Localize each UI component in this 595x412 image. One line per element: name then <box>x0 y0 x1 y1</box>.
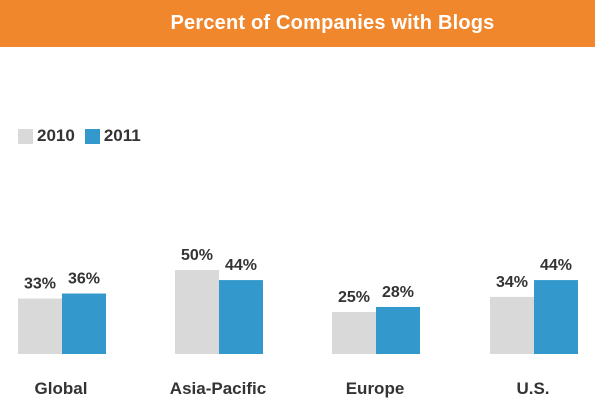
legend-swatch-2011 <box>84 128 100 144</box>
legend-label-2010: 2010 <box>37 126 75 145</box>
data-label-global-2011: 36% <box>68 271 100 288</box>
legend-item-2010: 2010 <box>18 126 75 146</box>
bar-asia-pacific-2011 <box>219 280 263 354</box>
category-label-europe: Europe <box>346 379 405 398</box>
data-label-u-s--2011: 44% <box>540 257 572 274</box>
data-label-global-2010: 33% <box>24 276 56 293</box>
legend-swatch-2010 <box>18 128 33 144</box>
data-label-u-s--2010: 34% <box>496 274 528 291</box>
chart-title: Percent of Companies with Blogs <box>170 12 495 34</box>
data-label-europe-2011: 28% <box>382 284 414 301</box>
bar-asia-pacific-2010 <box>175 270 219 354</box>
bar-u-s--2011 <box>534 280 578 354</box>
legend-label-2011: 2011 <box>103 126 141 145</box>
bar-u-s--2010 <box>490 296 534 354</box>
data-label-europe-2010: 25% <box>338 289 370 306</box>
chart-title-banner: Percent of Companies with Blogs <box>0 0 595 47</box>
bar-europe-2011 <box>376 306 420 354</box>
chart-legend: 2010 2011 <box>18 126 141 146</box>
bar-global-2011 <box>62 293 106 354</box>
data-label-asia-pacific-2010: 50% <box>181 247 213 264</box>
legend-item-2011: 2011 <box>84 126 141 146</box>
category-label-asia-pacific: Asia-Pacific <box>170 379 266 398</box>
bar-global-2010 <box>18 298 62 354</box>
category-label-global: Global <box>35 379 88 398</box>
category-label-u-s-: U.S. <box>516 379 549 398</box>
bar-europe-2010 <box>332 312 376 354</box>
data-label-asia-pacific-2011: 44% <box>225 257 257 274</box>
